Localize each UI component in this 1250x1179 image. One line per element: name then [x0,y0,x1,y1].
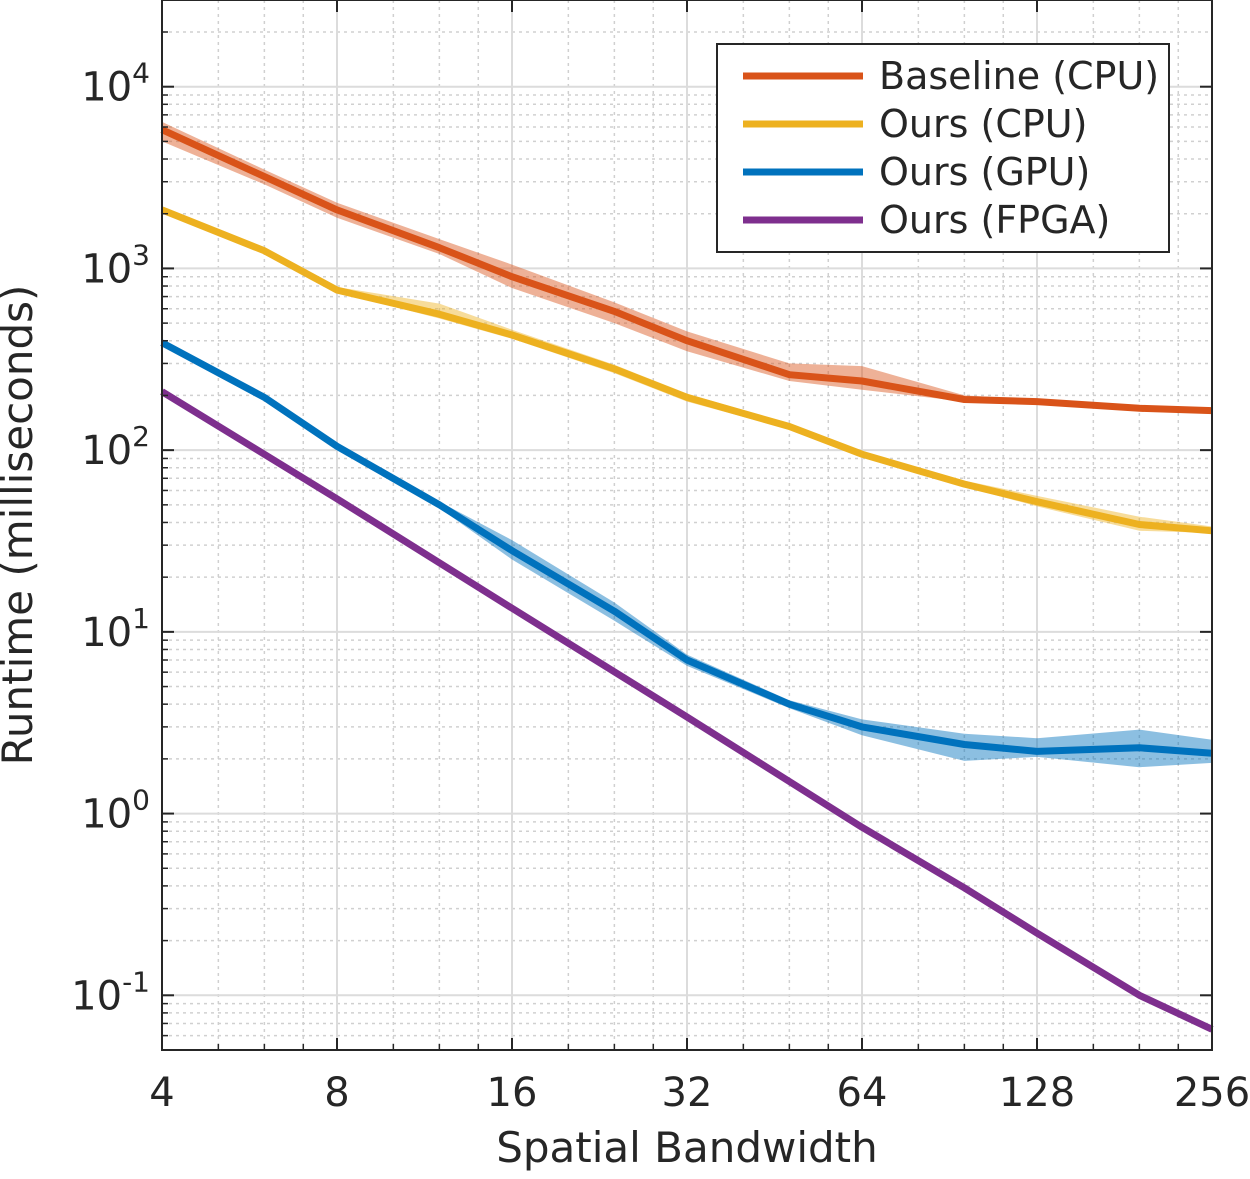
y-tick-label: 104 [81,57,150,111]
legend-label: Ours (GPU) [879,150,1090,194]
x-tick-label: 32 [662,1070,713,1116]
tick-layer: 4 8 16 32 64 128 256 10-1 100 101 102 103 104 [71,0,1250,1116]
x-tick-label: 256 [1174,1070,1250,1116]
legend: Baseline (CPU)Ours (CPU)Ours (GPU)Ours (… [716,43,1170,253]
x-tick-label: 16 [487,1070,538,1116]
y-tick-label: 101 [81,602,150,656]
x-tick-label: 8 [324,1070,349,1116]
x-tick-label: 64 [837,1070,888,1116]
series-ours-fpga [160,388,1214,1033]
series-ours-gpu [160,339,1213,757]
y-tick-label: 102 [81,420,150,474]
x-tick-label: 128 [999,1070,1075,1116]
y-axis-title: Runtime (milliseconds) [0,285,42,766]
series-ours-cpu [160,206,1213,535]
x-axis-title: Spatial Bandwidth [496,1123,878,1172]
x-tick-label: 4 [149,1070,174,1116]
y-tick-label: 103 [81,238,150,292]
legend-label: Ours (CPU) [879,102,1087,146]
legend-label: Baseline (CPU) [879,54,1159,98]
y-tick-label: 10-1 [71,965,150,1019]
grid-layer [161,0,1213,1050]
y-tick-label: 100 [81,784,150,838]
legend-label: Ours (FPGA) [879,198,1110,242]
line-layer [160,126,1214,1033]
series-baseline-cpu [160,126,1213,415]
